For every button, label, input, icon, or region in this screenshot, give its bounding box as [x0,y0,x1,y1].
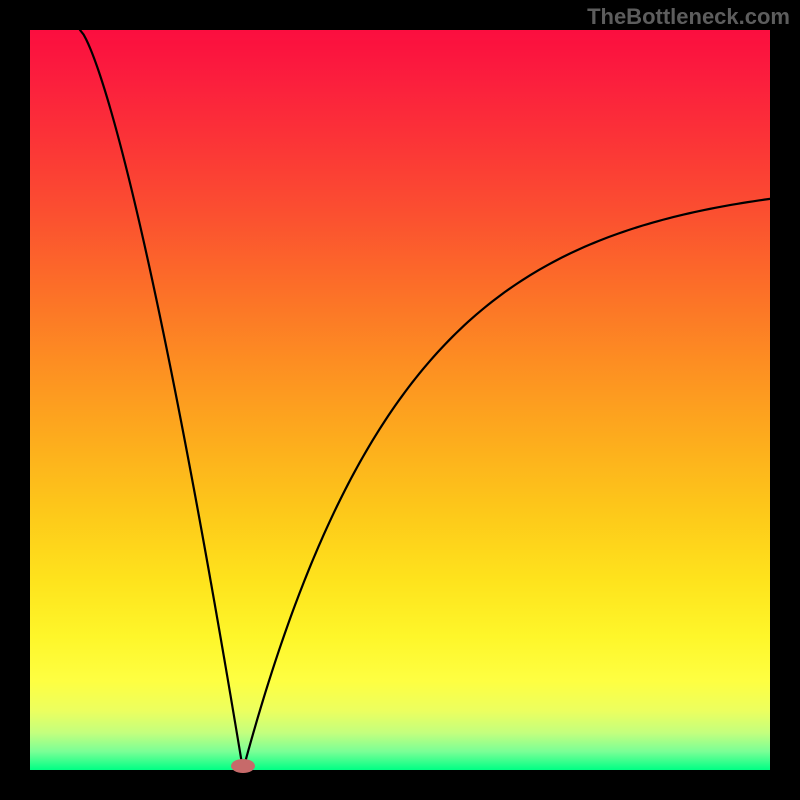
chart-container: TheBottleneck.com [0,0,800,800]
watermark-text: TheBottleneck.com [587,4,790,30]
apex-marker [231,759,255,773]
chart-svg [0,0,800,800]
